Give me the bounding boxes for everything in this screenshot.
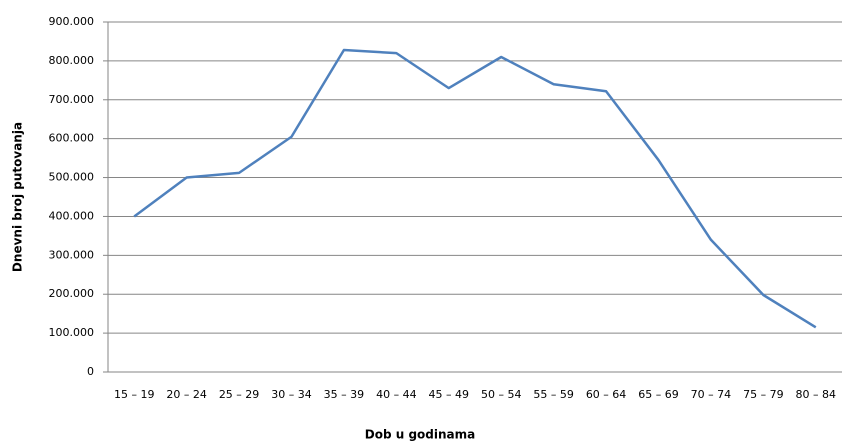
y-tick-label: 500.000 (49, 171, 95, 184)
y-tick-label: 0 (87, 365, 94, 378)
x-tick-label: 60 – 64 (586, 388, 627, 401)
x-tick-label: 35 – 39 (324, 388, 365, 401)
data-line (133, 48, 817, 329)
x-tick-label: 40 – 44 (376, 388, 417, 401)
y-tick-label: 800.000 (49, 54, 95, 67)
x-tick-label: 45 – 49 (429, 388, 470, 401)
x-tick-label: 50 – 54 (481, 388, 522, 401)
x-tick-label: 55 – 59 (533, 388, 574, 401)
x-tick-label: 15 – 19 (114, 388, 155, 401)
y-tick-label: 700.000 (49, 93, 95, 106)
x-axis-title: Dob u godinama (365, 428, 475, 442)
y-tick-label: 300.000 (49, 248, 95, 261)
x-tick-label: 75 – 79 (743, 388, 784, 401)
x-tick-label: 30 – 34 (271, 388, 312, 401)
x-tick-label: 25 – 29 (219, 388, 260, 401)
x-tick-label: 80 – 84 (796, 388, 837, 401)
y-tick-label: 900.000 (49, 15, 95, 28)
y-tick-label: 200.000 (49, 287, 95, 300)
x-tick-label: 65 – 69 (638, 388, 679, 401)
x-tick-label: 20 – 24 (166, 388, 207, 401)
y-tick-label: 600.000 (49, 132, 95, 145)
x-tick-label: 70 – 74 (691, 388, 732, 401)
y-tick-label: 400.000 (49, 209, 95, 222)
y-tick-label: 100.000 (49, 326, 95, 339)
y-axis-title: Dnevni broj putovanja (11, 122, 25, 272)
